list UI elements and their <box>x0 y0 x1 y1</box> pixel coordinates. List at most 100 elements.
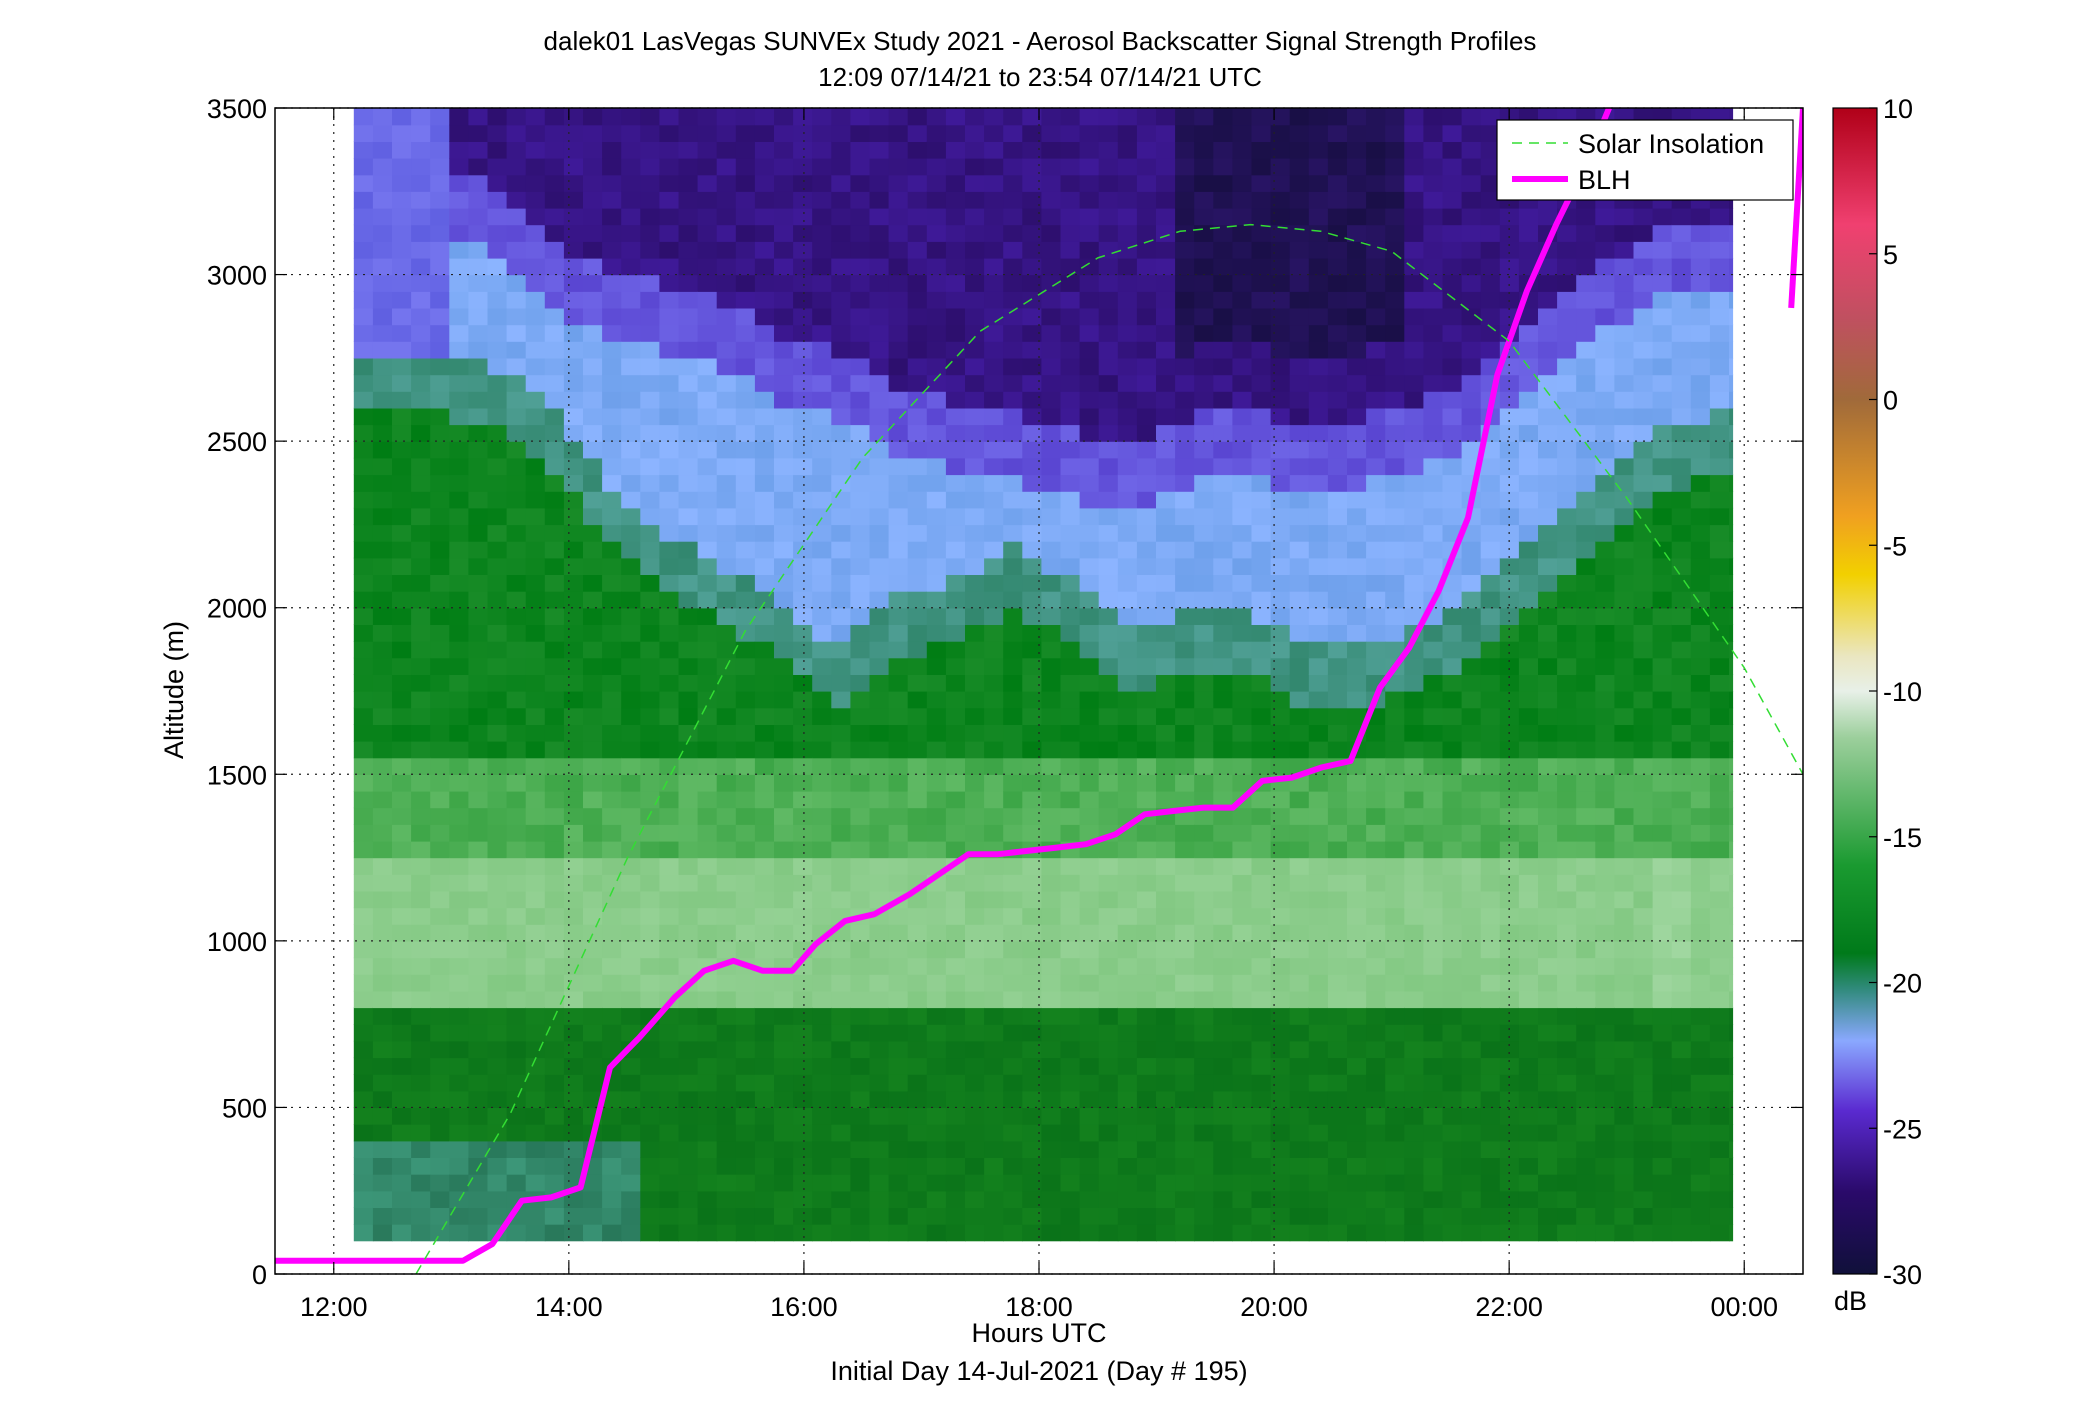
heatmap-cell <box>1251 924 1272 942</box>
heatmap-cell <box>926 191 947 209</box>
heatmap-cell <box>1671 291 1692 309</box>
heatmap-cell <box>926 691 947 709</box>
heatmap-cell <box>1117 307 1138 326</box>
heatmap-cell <box>640 1074 660 1092</box>
heatmap-cell <box>563 357 584 376</box>
heatmap-cell <box>430 674 450 692</box>
heatmap-cell <box>1022 141 1042 159</box>
heatmap-cell <box>1652 624 1673 642</box>
heatmap-cell <box>1156 291 1176 309</box>
heatmap-cell <box>1385 1124 1405 1142</box>
heatmap-cell <box>1175 1174 1195 1192</box>
heatmap-cell <box>449 174 469 192</box>
heatmap-cell <box>1652 1074 1673 1092</box>
heatmap-cell <box>487 807 508 825</box>
heatmap-cell <box>697 907 718 925</box>
heatmap-cell <box>640 191 660 209</box>
heatmap-cell <box>984 591 1004 609</box>
heatmap-cell <box>640 307 660 326</box>
heatmap-cell <box>1175 457 1195 476</box>
heatmap-cell <box>1308 441 1329 459</box>
heatmap-cell <box>659 691 680 709</box>
heatmap-cell <box>602 574 622 592</box>
heatmap-cell <box>1385 790 1405 809</box>
heatmap-cell <box>583 1224 603 1242</box>
heatmap-cell <box>659 741 680 759</box>
heatmap-cell <box>621 191 641 209</box>
heatmap-cell <box>1709 757 1730 775</box>
heatmap-cell <box>1041 357 1062 376</box>
heatmap-cell <box>793 457 813 476</box>
heatmap-cell <box>831 674 851 692</box>
heatmap-cell <box>449 1057 469 1075</box>
heatmap-cell <box>1404 1190 1424 1208</box>
heatmap-cell <box>1652 241 1673 259</box>
heatmap-cell <box>525 591 546 609</box>
heatmap-cell <box>1671 441 1692 459</box>
heatmap-cell <box>1251 990 1272 1009</box>
heatmap-cell <box>1117 1024 1138 1042</box>
heatmap-cell <box>583 207 603 226</box>
heatmap-cell <box>430 1190 450 1208</box>
heatmap-cell <box>1518 607 1539 625</box>
heatmap-cell <box>1136 957 1157 975</box>
heatmap-cell <box>831 1024 851 1042</box>
heatmap-cell <box>1729 1207 1734 1225</box>
heatmap-cell <box>774 890 794 909</box>
heatmap-cell <box>430 691 450 709</box>
heatmap-cell <box>1194 607 1214 625</box>
heatmap-cell <box>1270 990 1291 1009</box>
heatmap-cell <box>1136 391 1157 409</box>
heatmap-cell <box>945 691 966 709</box>
heatmap-cell <box>1614 1024 1635 1042</box>
heatmap-cell <box>697 391 718 409</box>
heatmap-cell <box>1347 807 1367 825</box>
heatmap-cell <box>812 857 832 875</box>
heatmap-cell <box>774 940 794 959</box>
heatmap-cell <box>544 790 565 809</box>
heatmap-cell <box>1194 674 1214 692</box>
heatmap-cell <box>1690 857 1711 875</box>
heatmap-cell <box>869 1224 890 1242</box>
heatmap-cell <box>1175 158 1195 176</box>
heatmap-cell <box>1270 1057 1291 1075</box>
heatmap-cell <box>1690 391 1711 409</box>
heatmap-cell <box>1385 374 1405 392</box>
heatmap-cell <box>602 207 622 226</box>
heatmap-cell <box>1385 524 1405 542</box>
heatmap-cell <box>1480 1107 1501 1125</box>
heatmap-cell <box>1060 1140 1081 1158</box>
heatmap-cell <box>1709 1024 1730 1042</box>
heatmap-cell <box>1557 441 1577 459</box>
heatmap-cell <box>411 774 431 792</box>
heatmap-cell <box>812 657 832 675</box>
heatmap-cell <box>812 424 832 442</box>
heatmap-cell <box>812 1024 832 1042</box>
heatmap-cell <box>1538 1174 1558 1192</box>
heatmap-cell <box>449 890 469 909</box>
heatmap-cell <box>392 324 412 342</box>
heatmap-cell <box>411 424 431 442</box>
heatmap-cell <box>984 674 1004 692</box>
heatmap-cell <box>965 357 985 376</box>
heatmap-cell <box>563 890 584 909</box>
heatmap-cell <box>468 274 489 292</box>
heatmap-cell <box>1442 207 1463 226</box>
heatmap-cell <box>754 990 775 1009</box>
heatmap-cell <box>1232 1090 1253 1109</box>
heatmap-cell <box>1557 1107 1577 1125</box>
heatmap-cell <box>1060 1107 1081 1125</box>
heatmap-cell <box>544 191 565 209</box>
heatmap-cell <box>1289 108 1310 126</box>
heatmap-cell <box>869 1007 890 1025</box>
heatmap-cell <box>353 1124 374 1142</box>
heatmap-cell <box>449 108 469 126</box>
heatmap-cell <box>1251 1124 1272 1142</box>
heatmap-cell <box>716 291 737 309</box>
heatmap-cell <box>1213 341 1233 359</box>
heatmap-cell <box>449 641 469 659</box>
heatmap-cell <box>411 607 431 625</box>
heatmap-cell <box>869 691 890 709</box>
heatmap-cell <box>1538 257 1558 276</box>
heatmap-cell <box>888 790 909 809</box>
